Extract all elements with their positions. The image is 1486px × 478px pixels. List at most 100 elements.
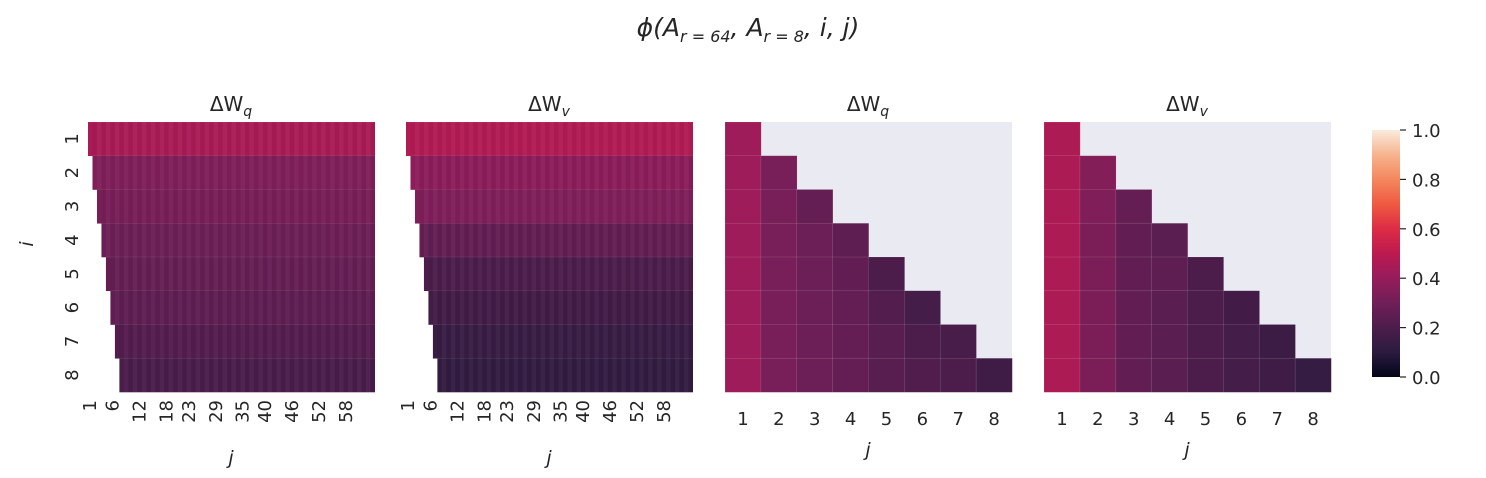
heatmap-cell (473, 257, 477, 291)
heatmap-cell (684, 122, 688, 156)
heatmap-cell (621, 223, 625, 257)
heatmap-cell (585, 358, 589, 392)
heatmap-cell (128, 190, 132, 224)
heatmap-cell (675, 325, 679, 359)
heatmap-cell (621, 325, 625, 359)
heatmap-cell (267, 325, 271, 359)
heatmap-cell (1151, 222, 1189, 258)
heatmap-cell (599, 156, 603, 190)
heatmap-cell (724, 189, 762, 224)
heatmap-cell (1043, 189, 1081, 224)
heatmap-cell (635, 291, 639, 325)
heatmap-cell (281, 358, 285, 392)
heatmap-cell (1079, 324, 1117, 359)
heatmap-cell (191, 156, 195, 190)
heatmap-cell (101, 122, 105, 156)
heatmap-cell (478, 190, 482, 224)
heatmap-cell (491, 190, 495, 224)
heatmap-cell (657, 122, 661, 156)
heatmap-cell (182, 257, 186, 291)
heatmap-cell (675, 257, 679, 291)
heatmap-cell (630, 122, 634, 156)
heatmap-cell (662, 358, 666, 392)
heatmap-cell (353, 190, 357, 224)
heatmap-cell (433, 156, 437, 190)
heatmap-row (88, 122, 375, 157)
heatmap-cell (576, 190, 580, 224)
heatmap-cell (209, 358, 213, 392)
heatmap-cell (294, 358, 298, 392)
heatmap-cell (626, 257, 630, 291)
heatmap-cell (366, 291, 370, 325)
heatmap-cell (446, 325, 450, 359)
heatmap-cell (460, 122, 464, 156)
heatmap-cell (612, 223, 616, 257)
heatmap-cell (362, 122, 366, 156)
heatmap-cell (939, 324, 977, 359)
heatmap-cell (285, 257, 289, 291)
heatmap-cell (500, 223, 504, 257)
heatmap-cell (178, 190, 182, 224)
heatmap-cell (648, 257, 652, 291)
heatmap-cell (240, 291, 244, 325)
heatmap-cell (509, 190, 513, 224)
heatmap-cell (326, 156, 330, 190)
heatmap-cell (258, 358, 262, 392)
heatmap-cell (648, 223, 652, 257)
heatmap-cell (294, 291, 298, 325)
heatmap-cell (366, 257, 370, 291)
heatmap-cell (263, 257, 267, 291)
heatmap-cell (205, 190, 209, 224)
y-tick-label: 2 (62, 167, 83, 178)
heatmap-cell (1043, 256, 1081, 292)
heatmap-cell (541, 291, 545, 325)
heatmap-cell (536, 190, 540, 224)
heatmap-cell (460, 325, 464, 359)
heatmap-cell (491, 156, 495, 190)
heatmap-cell (218, 291, 222, 325)
heatmap-cell (281, 156, 285, 190)
heatmap-cell (209, 190, 213, 224)
heatmap-cell (460, 358, 464, 392)
heatmap-cell (178, 156, 182, 190)
y-tick-label: 1 (62, 133, 83, 144)
heatmap-cell (612, 122, 616, 156)
heatmap-cell (523, 358, 527, 392)
heatmap-cell (312, 156, 316, 190)
heatmap-cell (169, 223, 173, 257)
heatmap-cell (487, 156, 491, 190)
heatmap-cell (1115, 290, 1153, 326)
heatmap-cell (796, 256, 834, 292)
heatmap-cell (178, 291, 182, 325)
heatmap-cell (424, 223, 428, 257)
heatmap-cell (536, 223, 540, 257)
heatmap-cell (509, 223, 513, 257)
heatmap-cell (532, 325, 536, 359)
heatmap-cell (254, 257, 258, 291)
heatmap-cell (276, 122, 280, 156)
heatmap-cell (285, 190, 289, 224)
x-tick-label: 23 (179, 400, 200, 423)
heatmap-cell (581, 156, 585, 190)
heatmap-cell (339, 257, 343, 291)
heatmap-cell (724, 324, 762, 359)
heatmap-cell (514, 190, 518, 224)
x-tick-label: 3 (1128, 409, 1139, 430)
figure-title-mid: , A (731, 13, 764, 42)
heatmap-cell (689, 190, 693, 224)
heatmap-cell (173, 358, 177, 392)
heatmap-cell (119, 291, 123, 325)
heatmap-cell (680, 122, 684, 156)
heatmap-cell (258, 257, 262, 291)
heatmap-cell (317, 223, 321, 257)
heatmap-cell (191, 291, 195, 325)
heatmap-cell (214, 223, 218, 257)
heatmap-cell (760, 222, 798, 258)
x-tick-label: 1 (80, 400, 101, 411)
heatmap-cell (344, 156, 348, 190)
heatmap-cell (128, 291, 132, 325)
heatmap-cell (223, 257, 227, 291)
heatmap-cell (151, 190, 155, 224)
heatmap-cell (527, 257, 531, 291)
heatmap-cell (724, 222, 762, 258)
